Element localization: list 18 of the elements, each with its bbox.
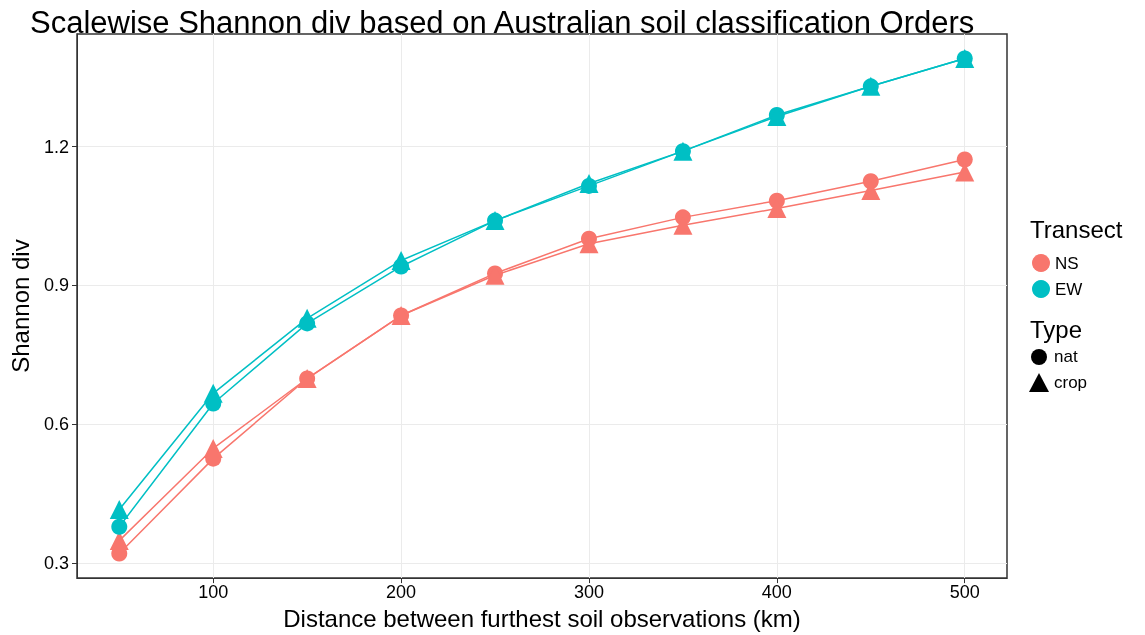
x-tick-label: 500 <box>949 582 980 603</box>
chart-title: Scalewise Shannon div based on Australian soil classification Orders <box>30 5 975 40</box>
text: nat <box>1054 347 1078 367</box>
text: crop <box>1054 373 1088 393</box>
text: Transect <box>1030 215 1123 243</box>
y-axis-title: Shannon div <box>6 239 34 373</box>
legend-label: EW <box>1055 279 1083 299</box>
x-tick-label: 400 <box>761 582 792 603</box>
legend-label: NS <box>1055 253 1079 273</box>
y-tick-label: 0.6 <box>43 414 69 435</box>
text: Type <box>1030 315 1083 343</box>
y-tick-label: 0.3 <box>43 553 69 574</box>
x-axis-title: Distance between furthest soil observations (km) <box>283 604 801 632</box>
x-tick-label: 100 <box>198 582 229 603</box>
y-tick-label: 0.9 <box>43 275 69 296</box>
x-tick-label: 300 <box>573 582 604 603</box>
x-tick-label: 200 <box>386 582 417 603</box>
y-tick-label: 1.2 <box>43 136 69 157</box>
